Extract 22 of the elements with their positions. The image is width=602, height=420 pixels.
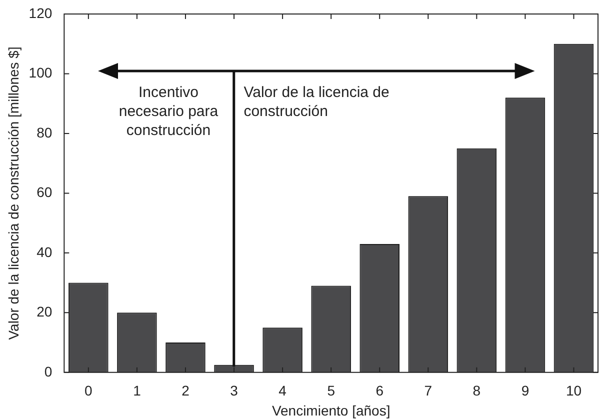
y-tick-label: 100 [28,64,52,81]
x-tick-label: 6 [376,382,384,399]
x-tick-label: 2 [182,382,190,399]
x-tick-label: 0 [84,382,93,399]
y-tick-label: 60 [36,184,52,200]
x-axis-title: Vencimiento [años] [272,402,390,418]
x-tick-label: 8 [472,382,481,399]
y-tick-label: 120 [28,4,52,21]
annotation: Incentivo necesario para construcción [118,82,220,140]
x-tick-label: 4 [278,382,287,399]
x-tick-label: 3 [230,382,238,399]
y-tick-label: 0 [44,363,52,380]
x-tick-label: 7 [424,382,432,399]
y-axis-title: Valor de la licencia de construcción [millones $] [5,46,22,340]
x-tick-label: 5 [327,382,336,399]
x-tick-label: 9 [521,382,530,399]
annotation: Valor de la licencia de construcción [244,82,390,121]
x-tick-label: 1 [133,382,142,399]
y-tick-label: 80 [36,124,52,140]
y-tick-label: 40 [36,244,52,260]
y-tick-label: 20 [36,304,52,320]
x-tick-label: 10 [566,382,582,399]
